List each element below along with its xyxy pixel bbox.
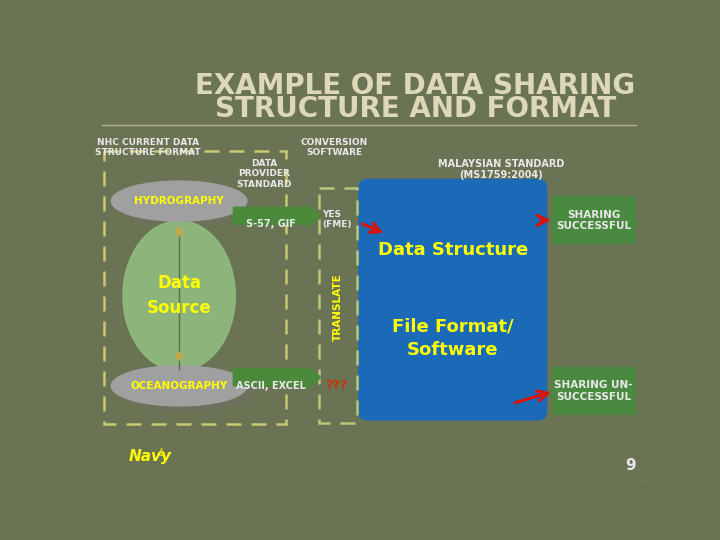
FancyBboxPatch shape [89, 63, 649, 482]
Text: ASCII, EXCEL: ASCII, EXCEL [235, 381, 305, 391]
Text: File Format/
Software: File Format/ Software [392, 318, 513, 359]
Text: ⚓: ⚓ [156, 448, 165, 457]
Ellipse shape [112, 366, 247, 406]
FancyArrow shape [233, 367, 321, 388]
Text: SHARING
SUCCESSFUL: SHARING SUCCESSFUL [556, 210, 631, 231]
Text: EXAMPLE OF DATA SHARING: EXAMPLE OF DATA SHARING [195, 72, 636, 100]
Text: OCEANOGRAPHY: OCEANOGRAPHY [130, 381, 228, 391]
Text: Data
Source: Data Source [147, 274, 212, 318]
Ellipse shape [117, 370, 253, 410]
Text: S-57, GIF: S-57, GIF [246, 219, 295, 229]
Text: SHARING UN-
SUCCESSFUL: SHARING UN- SUCCESSFUL [554, 381, 633, 402]
Text: DATA
PROVIDER
STANDARD: DATA PROVIDER STANDARD [237, 159, 292, 188]
Text: HYDROGRAPHY: HYDROGRAPHY [134, 196, 224, 206]
Text: YES
(FME): YES (FME) [323, 210, 352, 229]
Ellipse shape [117, 186, 253, 226]
Text: STRUCTURE AND FORMAT: STRUCTURE AND FORMAT [215, 96, 616, 124]
Text: TRANSLATE: TRANSLATE [333, 273, 343, 341]
Text: Navy: Navy [129, 449, 172, 464]
Text: NHC CURRENT DATA
STRUCTURE FORMAT: NHC CURRENT DATA STRUCTURE FORMAT [95, 138, 201, 157]
Text: Data Structure: Data Structure [377, 241, 528, 259]
FancyBboxPatch shape [358, 179, 547, 421]
Text: CONVERSION
SOFTWARE: CONVERSION SOFTWARE [300, 138, 368, 157]
FancyArrow shape [233, 205, 321, 226]
Text: ???: ??? [325, 380, 348, 393]
Text: MALAYSIAN STANDARD
(MS1759:2004): MALAYSIAN STANDARD (MS1759:2004) [438, 159, 564, 180]
Ellipse shape [112, 181, 247, 221]
FancyBboxPatch shape [552, 367, 636, 415]
FancyBboxPatch shape [552, 197, 636, 244]
Text: 9: 9 [626, 458, 636, 473]
Ellipse shape [123, 221, 235, 371]
